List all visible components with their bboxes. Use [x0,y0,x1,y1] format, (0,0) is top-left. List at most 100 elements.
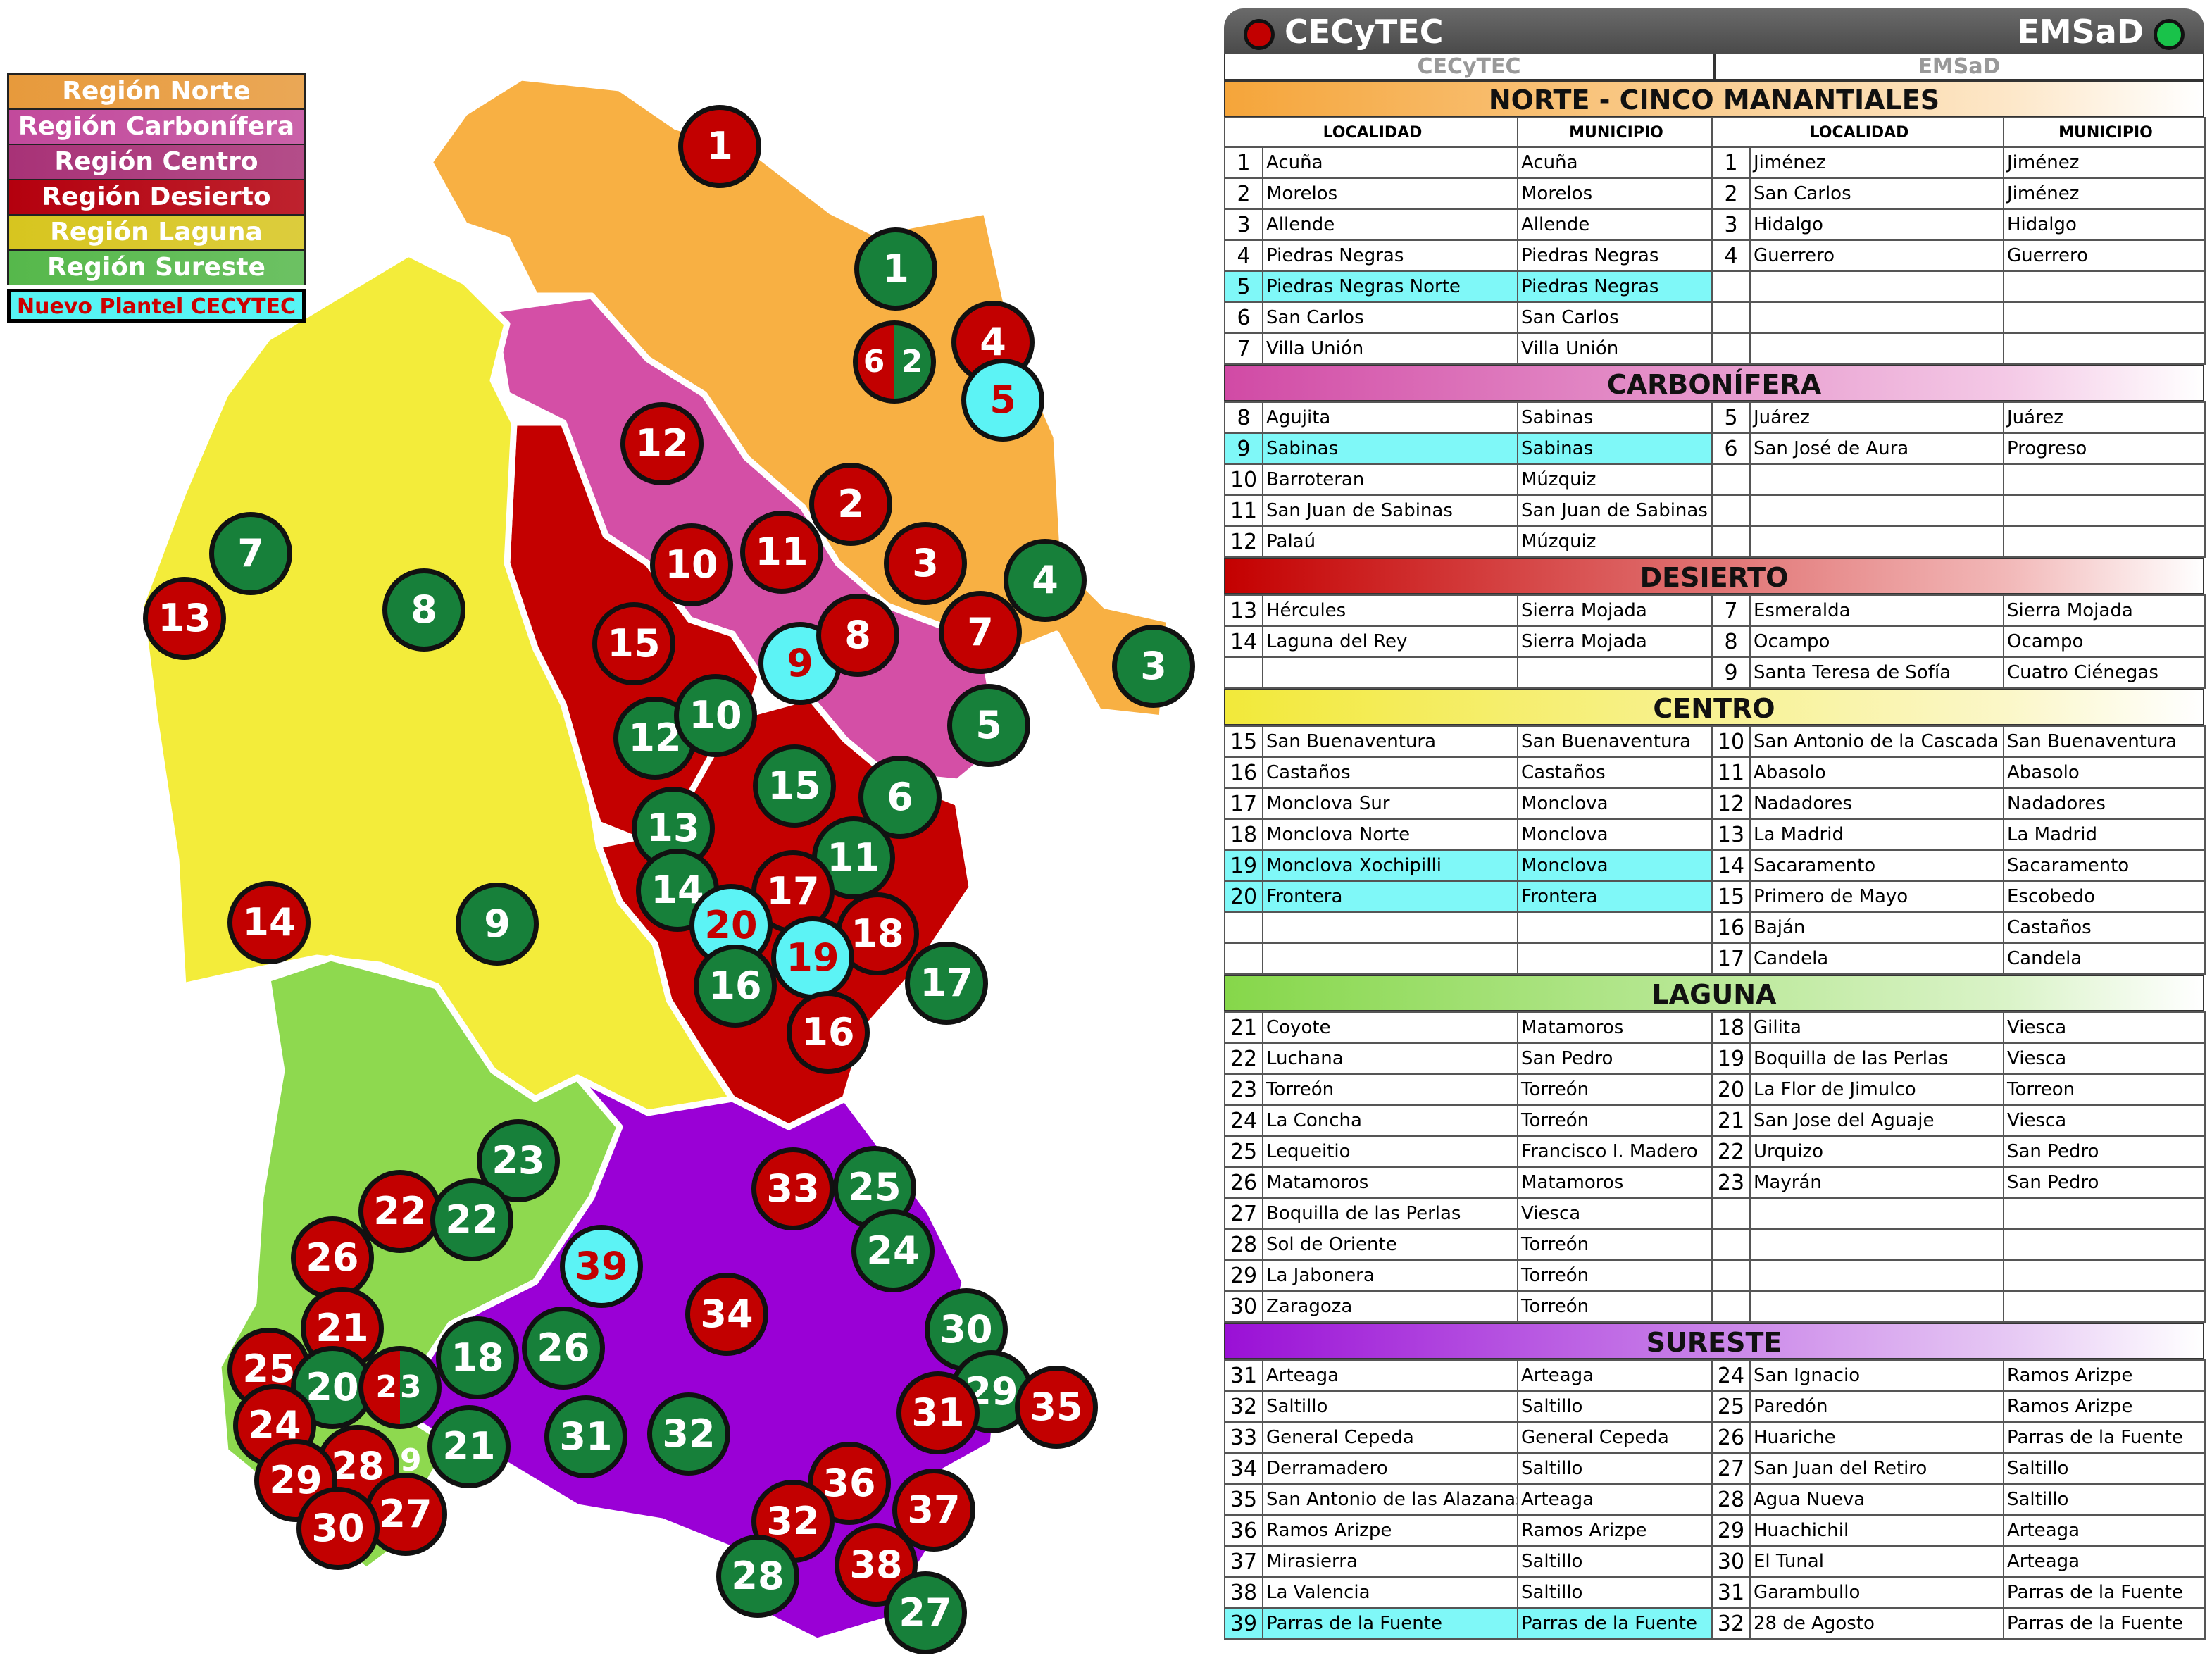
cell-n2 [1711,525,1751,558]
cell-n: 24 [1224,1104,1263,1137]
cell-loc2 [1749,525,2004,558]
cell-n2: 15 [1711,880,1751,913]
map-marker-emsad: 31 [544,1395,627,1478]
cell-mun2: Parras de la Fuente [2003,1607,2206,1640]
cell-mun: Arteaga [1517,1483,1713,1516]
cell-mun2: Viesca [2003,1011,2206,1044]
cell-mun: Piedras Negras [1517,270,1713,303]
cell-loc: Coyote [1262,1011,1518,1044]
legend-item: Región Norte [7,73,306,108]
schools-table-panel: CECyTEC EMSaD CECyTEC EMSaD NORTE - CINC… [1224,8,2206,1640]
table-row: 17 Monclova Sur Monclova 12 Nadadores Nadador… [1224,787,2206,820]
cell-mun: Ramos Arizpe [1517,1514,1713,1547]
table-row: 14 Laguna del Rey Sierra Mojada 8 Ocampo Ocam… [1224,625,2206,658]
cell-mun [1517,656,1713,689]
cell-loc: Hércules [1262,594,1518,627]
table-row: 17 Candela Candela [1224,942,2206,975]
cell-mun2: Cuatro Ciénegas [2003,656,2206,689]
cell-loc: Castaños [1262,756,1518,789]
cell-n: 36 [1224,1514,1263,1547]
cell-n: 17 [1224,787,1263,820]
cell-mun2: Parras de la Fuente [2003,1421,2206,1454]
cell-n2: 31 [1711,1576,1751,1609]
cell-mun2 [2003,494,2206,527]
cell-mun2 [2003,525,2206,558]
map-marker-cecytec: 34 [685,1273,768,1356]
section-title: CARBONÍFERA [1224,365,2204,401]
cell-loc2 [1749,332,2004,365]
cell-mun: Sabinas [1517,432,1713,465]
map-marker-cecytec: 8 [816,594,899,677]
cell-mun2 [2003,1197,2206,1230]
cell-mun [1517,942,1713,975]
header-left-label: CECyTEC [1285,13,1444,51]
cell-n2: 13 [1711,818,1751,851]
table-row: 8 Agujita Sabinas 5 Juárez Juárez [1224,401,2206,434]
cell-loc: La Concha [1262,1104,1518,1137]
cell-n2 [1711,1197,1751,1230]
column-header: MUNICIPIO [1517,117,1713,148]
cell-mun: San Pedro [1517,1042,1713,1075]
cell-loc: Lequeitio [1262,1135,1518,1168]
section-title: SURESTE [1224,1323,2204,1359]
cell-mun2: Hidalgo [2003,208,2206,241]
section-table: 8 Agujita Sabinas 5 Juárez Juárez 9 Sabinas Sabi… [1224,401,2206,558]
cell-mun: Viesca [1517,1197,1713,1230]
cell-n: 19 [1224,849,1263,882]
cell-mun2: Parras de la Fuente [2003,1576,2206,1609]
section-table: 21 Coyote Matamoros 18 Gilita Viesca 22 Luchana… [1224,1011,2206,1323]
cell-n: 27 [1224,1197,1263,1230]
cell-loc2: Agua Nueva [1749,1483,2004,1516]
cell-loc: Piedras Negras [1262,239,1518,272]
table-row: 37 Mirasierra Saltillo 30 El Tunal Arteaga [1224,1545,2206,1578]
cell-loc: Zaragoza [1262,1290,1518,1323]
map-marker-new: 39 [560,1225,643,1308]
cell-mun: Acuña [1517,146,1713,179]
table-row: 30 Zaragoza Torreón [1224,1290,2206,1323]
table-row: 23 Torreón Torreón 20 La Flor de Jimulco Torr… [1224,1073,2206,1106]
table-row: 32 Saltillo Saltillo 25 Paredón Ramos Arizpe [1224,1390,2206,1423]
section-table: LOCALIDAD MUNICIPIO LOCALIDAD MUNICIPIO 1 Acu… [1224,117,2206,365]
map-marker-cecytec: 3 [884,522,967,605]
cell-loc: Palaú [1262,525,1518,558]
cell-mun2: Candela [2003,942,2206,975]
map-marker-emsad: 7 [209,512,292,595]
legend-item: Región Desierto [7,179,306,214]
cell-n2 [1711,1259,1751,1292]
cell-loc: Torreón [1262,1073,1518,1106]
cell-n2 [1711,332,1751,365]
section-table: 15 San Buenaventura San Buenaventura 10 San … [1224,725,2206,975]
table-sections: NORTE - CINCO MANANTIALES LOCALIDAD MUNICI… [1224,80,2206,1640]
cell-loc2: Huachichil [1749,1514,2004,1547]
cell-mun2: San Pedro [2003,1166,2206,1199]
cell-loc2 [1749,1259,2004,1292]
cell-n2: 10 [1711,725,1751,758]
cell-loc: Barroteran [1262,463,1518,496]
cell-loc: Boquilla de las Perlas [1262,1197,1518,1230]
cell-loc2: Mayrán [1749,1166,2004,1199]
cell-loc2 [1749,463,2004,496]
cell-mun: San Carlos [1517,301,1713,334]
map-marker-emsad: 16 [694,945,777,1028]
cell-loc2 [1749,1228,2004,1261]
table-row: 15 San Buenaventura San Buenaventura 10 San … [1224,725,2206,758]
cell-n2: 5 [1711,401,1751,434]
cell-mun: Sabinas [1517,401,1713,434]
legend-item: Región Carbonífera [7,108,306,144]
cell-n2: 32 [1711,1607,1751,1640]
cell-n [1224,911,1263,944]
map-marker-emsad: 21 [427,1405,511,1488]
cell-loc: Villa Unión [1262,332,1518,365]
cell-n2: 14 [1711,849,1751,882]
cell-mun: Matamoros [1517,1011,1713,1044]
cell-n: 16 [1224,756,1263,789]
cell-loc: San Buenaventura [1262,725,1518,758]
cell-n: 38 [1224,1576,1263,1609]
cell-n: 3 [1224,208,1263,241]
map-marker-cecytec: 22 [358,1170,442,1253]
cell-loc2: La Flor de Jimulco [1749,1073,2004,1106]
cell-n2: 29 [1711,1514,1751,1547]
cell-n: 21 [1224,1011,1263,1044]
cell-n2: 11 [1711,756,1751,789]
cell-n: 13 [1224,594,1263,627]
